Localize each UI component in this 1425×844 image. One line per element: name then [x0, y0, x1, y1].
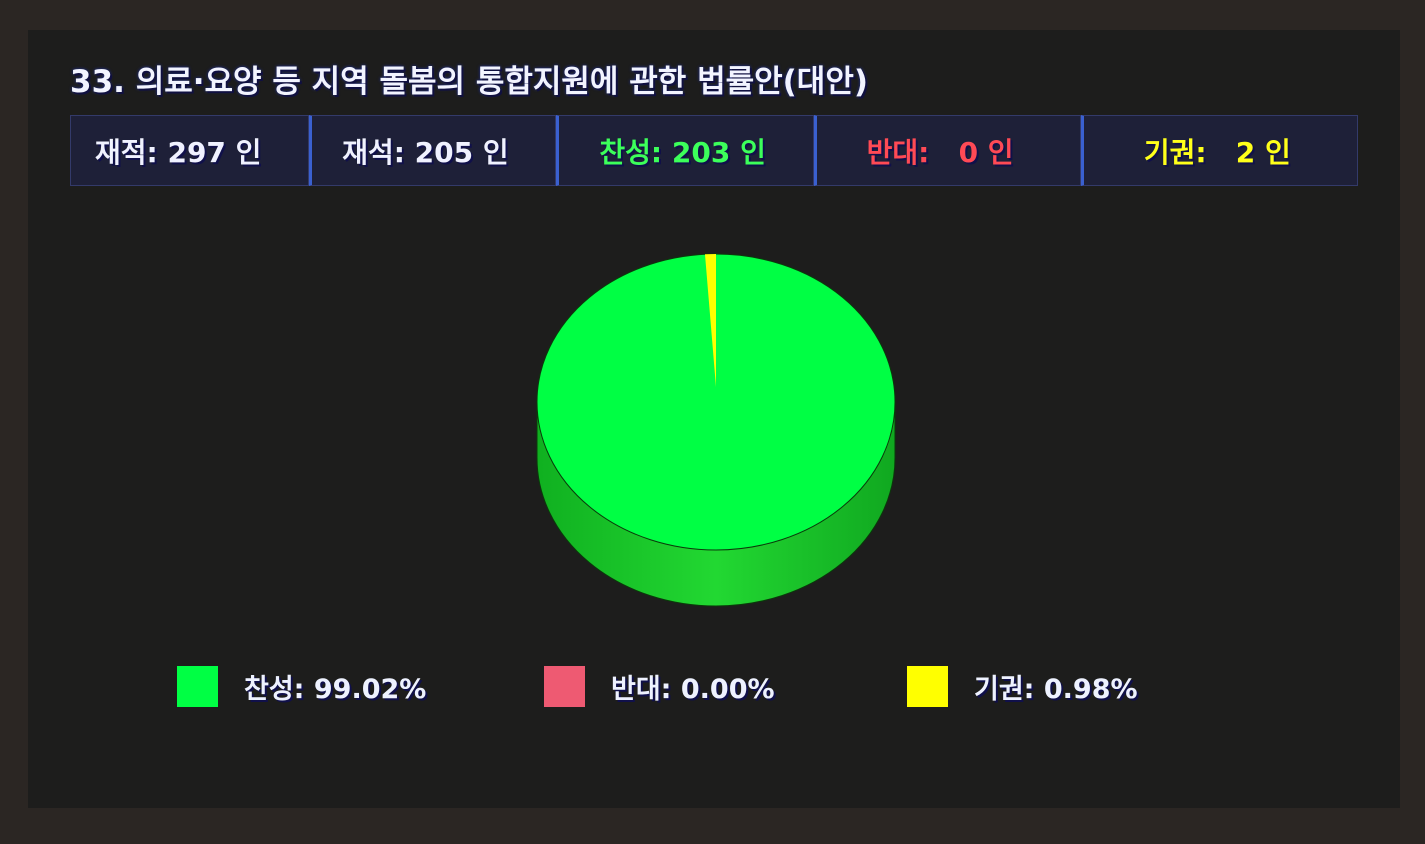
legend-item-no: 반대: 0.00%: [544, 666, 775, 707]
stat-value: 2 인: [1235, 135, 1291, 169]
stat-present: 재석: 205 인: [309, 115, 557, 186]
legend-label: 기권: 0.98%: [974, 674, 1138, 705]
pie-slice-abstain: [704, 254, 716, 387]
stat-label: 반대:: [866, 135, 930, 169]
stat-abstain: 기권: 2 인: [1080, 115, 1359, 186]
legend-swatch-yes: [177, 666, 218, 707]
vote-stats-bar: 재적: 297 인 재석: 205 인 찬성: 203 인 반대: 0 인 기권…: [70, 115, 1359, 186]
legend-item-abstain: 기권: 0.98%: [907, 666, 1138, 707]
legend-label: 반대: 0.00%: [611, 674, 775, 705]
stat-label: 기권:: [1143, 135, 1207, 169]
stat-yes: 찬성: 203 인: [556, 115, 814, 186]
stat-value: 297 인: [167, 135, 262, 169]
page-title: 33. 의료·요양 등 지역 돌봄의 통합지원에 관한 법률안(대안): [70, 64, 869, 100]
stat-value: 203 인: [671, 135, 766, 169]
stat-value: 0 인: [958, 135, 1014, 169]
stat-label: 찬성:: [599, 135, 663, 169]
stat-total-members: 재적: 297 인: [70, 115, 310, 186]
legend-item-yes: 찬성: 99.02%: [177, 666, 426, 707]
legend-swatch-no: [544, 666, 585, 707]
legend-label: 찬성: 99.02%: [244, 674, 427, 705]
legend-swatch-abstain: [907, 666, 948, 707]
stat-label: 재적:: [95, 135, 158, 169]
stat-value: 205 인: [414, 135, 509, 169]
stat-no: 반대: 0 인: [813, 115, 1081, 186]
stat-label: 재석:: [342, 135, 405, 169]
